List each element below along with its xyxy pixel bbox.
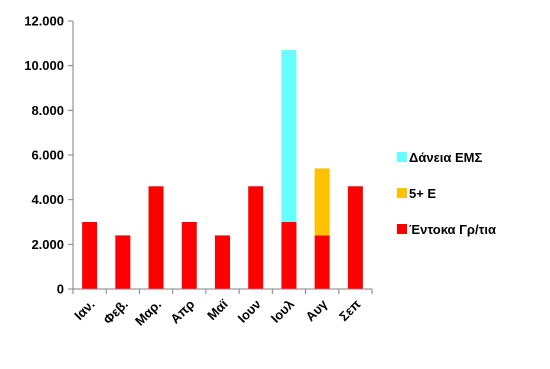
bar-1-2 <box>115 235 131 289</box>
x-tick-label: Σεπ <box>336 296 364 324</box>
legend-label: Δάνεια ΕΜΣ <box>409 150 482 165</box>
legend: Δάνεια ΕΜΣ 5+ Ε Έντοκα Γρ/τια <box>397 150 496 237</box>
plot-area <box>82 50 363 289</box>
x-tick-label: Απρ <box>167 297 197 327</box>
bar-1-6 <box>248 186 264 289</box>
x-tick-label: Αυγ <box>303 296 331 324</box>
y-tick-label: 10.000 <box>24 58 64 73</box>
y-tick-label: 8.000 <box>31 103 64 118</box>
x-tick-label: Ιουν <box>235 297 264 326</box>
bar-1-8 <box>314 235 330 289</box>
bar-1-5 <box>215 235 230 289</box>
x-tick-label: Ιουλ <box>268 296 298 326</box>
bar-2-8 <box>314 168 330 236</box>
x-tick-label: Φεβ. <box>100 297 131 328</box>
y-tick-label: 4.000 <box>31 192 64 207</box>
bar-1-3 <box>148 186 164 289</box>
x-tick-label: Μαϊ <box>204 296 231 323</box>
bar-1-1 <box>82 222 98 289</box>
legend-swatch <box>397 224 407 234</box>
y-tick-label: 6.000 <box>31 148 64 163</box>
legend-label: 5+ Ε <box>409 186 436 201</box>
bar-1-7 <box>281 222 297 289</box>
legend-swatch <box>397 188 407 198</box>
y-tick-label: 2.000 <box>31 237 64 252</box>
y-tick-label: 12.000 <box>24 14 64 29</box>
y-tick-label: 0 <box>57 282 64 297</box>
bar-3-7 <box>281 50 297 223</box>
x-axis: Ιαν. Φεβ. Μαρ. Απρ Μαϊ Ιουν Ιουλ Αυγ Σεπ <box>71 288 373 329</box>
y-axis: 0 2.000 4.000 6.000 8.000 10.000 12.000 <box>24 14 74 297</box>
bar-1-4 <box>181 222 197 289</box>
bar-1-9 <box>347 186 363 289</box>
x-tick-label: Μαρ. <box>132 297 164 329</box>
x-tick-label: Ιαν. <box>71 297 97 323</box>
legend-swatch <box>397 152 407 162</box>
legend-label: Έντοκα Γρ/τια <box>409 222 496 237</box>
